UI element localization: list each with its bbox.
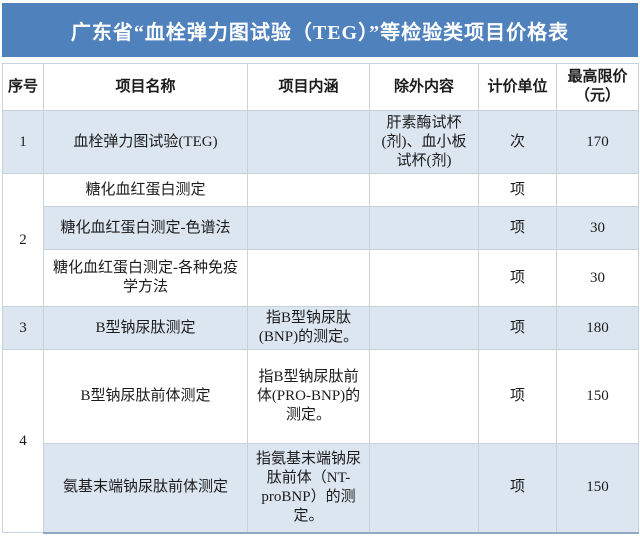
table-row: 1 血栓弹力图试验(TEG) 肝素酶试杯(剂)、血小板试杯(剂) 次 170 [2, 110, 639, 174]
row2a-name: 糖化血红蛋白测定 [43, 173, 248, 207]
header-seq: 序号 [2, 63, 44, 111]
row4b-price: 150 [556, 443, 639, 534]
price-table: 序号 项目名称 项目内涵 除外内容 计价单位 最高限价（元） 1 血栓弹力图试验… [2, 63, 639, 534]
row2c-price: 30 [556, 249, 639, 307]
row3-excluded [369, 306, 479, 350]
table-row: 2 糖化血红蛋白测定 项 [2, 173, 639, 307]
row1-unit: 次 [478, 110, 557, 174]
row2b-price: 30 [556, 206, 639, 250]
row4a-price: 150 [556, 349, 639, 444]
row3-content: 指B型钠尿肽(BNP)的测定。 [247, 306, 370, 350]
row2b-excluded [369, 206, 479, 250]
row1-content [247, 110, 370, 174]
row4b-unit: 项 [478, 443, 557, 534]
header-unit: 计价单位 [478, 63, 557, 111]
row4-seq: 4 [2, 349, 44, 533]
row2-seq: 2 [2, 173, 44, 307]
row2b-content [247, 206, 370, 250]
header-excluded: 除外内容 [369, 63, 479, 111]
row2a-excluded [369, 173, 479, 207]
table-row: 氨基末端钠尿肽前体测定 指氨基末端钠尿肽前体（NT-proBNP）的测定。 项 … [3, 443, 639, 534]
row1-price: 170 [556, 110, 639, 174]
row1-name: 血栓弹力图试验(TEG) [43, 110, 248, 174]
row4a-content: 指B型钠尿肽前体(PRO-BNP)的测定。 [247, 349, 370, 444]
row2a-price [556, 173, 639, 207]
table-title-bar: 广东省“血栓弹力图试验（TEG）”等检验类项目价格表 [2, 3, 638, 57]
row2c-excluded [369, 249, 479, 307]
row2a-unit: 项 [478, 173, 557, 207]
row3-seq: 3 [2, 306, 44, 350]
row3-name: B型钠尿肽测定 [43, 306, 248, 350]
header-row: 序号 项目名称 项目内涵 除外内容 计价单位 最高限价（元） [2, 63, 639, 111]
row2c-content [247, 249, 370, 307]
row3-unit: 项 [478, 306, 557, 350]
table-row: 4 B型钠尿肽前体测定 指B型钠尿肽前体(PRO-BNP)的测定。 项 150 [2, 349, 639, 533]
table-row: 糖化血红蛋白测定-各种免疫学方法 项 30 [3, 249, 639, 307]
row3-price: 180 [556, 306, 639, 350]
row4a-unit: 项 [478, 349, 557, 444]
table-row: 3 B型钠尿肽测定 指B型钠尿肽(BNP)的测定。 项 180 [2, 306, 639, 350]
row4a-name: B型钠尿肽前体测定 [43, 349, 248, 444]
page-title: 广东省“血栓弹力图试验（TEG）”等检验类项目价格表 [70, 21, 570, 44]
row4b-excluded [369, 443, 479, 534]
row1-seq: 1 [2, 110, 44, 174]
header-price: 最高限价（元） [556, 63, 639, 111]
row1-excluded: 肝素酶试杯(剂)、血小板试杯(剂) [369, 110, 479, 174]
row2c-unit: 项 [478, 249, 557, 307]
row2b-name: 糖化血红蛋白测定-色谱法 [43, 206, 248, 250]
row2a-content [247, 173, 370, 207]
header-name: 项目名称 [43, 63, 248, 111]
row4b-content: 指氨基末端钠尿肽前体（NT-proBNP）的测定。 [247, 443, 370, 534]
row4a-excluded [369, 349, 479, 444]
row2c-name: 糖化血红蛋白测定-各种免疫学方法 [43, 249, 248, 307]
header-content: 项目内涵 [247, 63, 370, 111]
row4b-name: 氨基末端钠尿肽前体测定 [43, 443, 248, 534]
row2b-unit: 项 [478, 206, 557, 250]
table-row: 糖化血红蛋白测定-色谱法 项 30 [3, 206, 639, 250]
